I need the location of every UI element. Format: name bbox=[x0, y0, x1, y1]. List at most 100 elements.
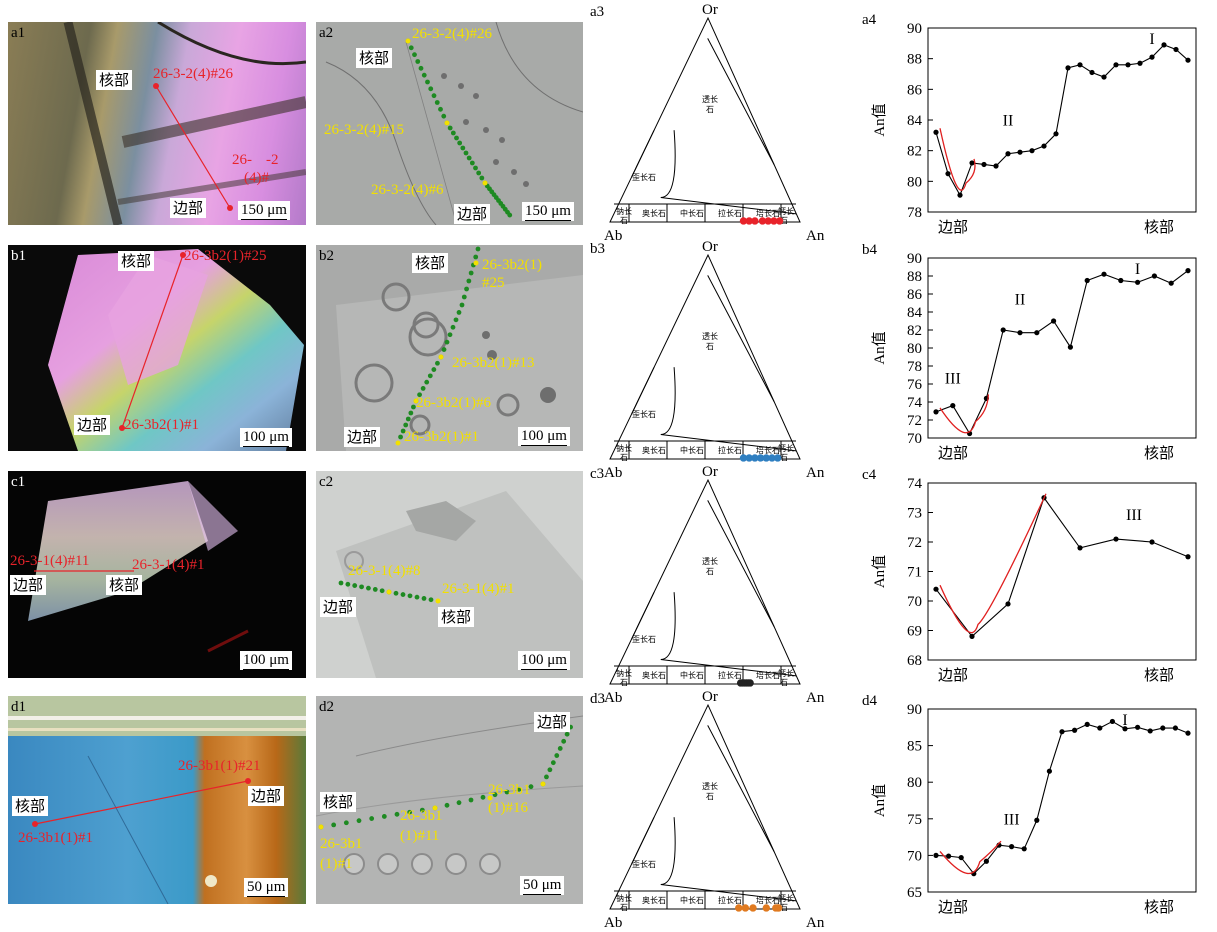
scale-text: 50 μm bbox=[523, 877, 562, 893]
x-start-label: 边部 bbox=[938, 445, 968, 462]
spot-label: 26-3b2(1)#1 bbox=[404, 429, 479, 445]
apex-or-label: Or bbox=[702, 239, 718, 255]
y-tick-label: 82 bbox=[907, 144, 922, 160]
analysis-spot bbox=[466, 155, 472, 161]
apex-ab-label: Ab bbox=[604, 228, 622, 240]
spot-label: 26-3-1(4)#11 bbox=[10, 553, 90, 569]
field-label-oligoclase: 奥长石 bbox=[642, 445, 666, 455]
y-tick-label: 75 bbox=[907, 812, 922, 828]
spot-label: 26-3b1(1)#21 bbox=[178, 758, 261, 774]
data-point bbox=[969, 633, 975, 639]
field-label-andesine: 中长石 bbox=[680, 895, 704, 905]
y-tick-label: 80 bbox=[907, 341, 922, 357]
data-point bbox=[1029, 148, 1035, 154]
field-label-labradorite: 拉长石 bbox=[718, 208, 742, 218]
data-point bbox=[1173, 46, 1179, 53]
x-end-label: 核部 bbox=[1144, 667, 1174, 684]
y-tick-label: 88 bbox=[907, 269, 922, 285]
apex-an-label: An bbox=[806, 915, 825, 927]
zone-annotation: III bbox=[1126, 507, 1142, 524]
analysis-spot bbox=[431, 367, 437, 372]
y-tick-label: 88 bbox=[907, 52, 922, 68]
data-point bbox=[1185, 57, 1191, 63]
y-tick-label: 90 bbox=[907, 251, 922, 267]
analysis-spot bbox=[441, 113, 447, 119]
y-tick-label: 74 bbox=[907, 476, 923, 492]
analysis-spot bbox=[403, 422, 409, 428]
data-point bbox=[1113, 536, 1119, 542]
composition-point bbox=[774, 904, 783, 912]
apex-ab-label: Ab bbox=[604, 465, 622, 477]
field-label-bytownite: 培长石 bbox=[756, 208, 780, 218]
zone-annotation: II bbox=[1003, 113, 1014, 130]
x-end-label: 核部 bbox=[1144, 445, 1174, 462]
data-point bbox=[933, 409, 939, 415]
analysis-spot bbox=[464, 286, 469, 292]
analysis-spot bbox=[427, 373, 433, 379]
field-label-sanidine: 石 bbox=[706, 105, 714, 114]
apex-or-label: Or bbox=[702, 689, 718, 705]
analysis-spot bbox=[419, 807, 425, 813]
data-point bbox=[1149, 539, 1155, 545]
analysis-spot bbox=[444, 802, 450, 808]
photo-c1: c1 26-3-1(4)#11 26-3-1(4)#1 边部 核部 100 μm bbox=[8, 471, 306, 678]
ternary-triangle bbox=[609, 16, 801, 223]
field-boundary bbox=[631, 725, 797, 902]
rim-label: 边部 bbox=[248, 786, 285, 806]
y-tick-label: 73 bbox=[907, 506, 922, 522]
analysis-spot bbox=[415, 59, 421, 64]
spot-label: #25 bbox=[482, 275, 505, 291]
field-label-sanidine: 石 bbox=[706, 342, 714, 351]
composition-point bbox=[741, 904, 750, 912]
data-point bbox=[983, 858, 989, 864]
data-point bbox=[1084, 277, 1090, 284]
plot-frame bbox=[927, 482, 1197, 661]
zone-annotation: III bbox=[945, 371, 961, 388]
analysis-spot bbox=[456, 800, 462, 806]
analysis-spot bbox=[554, 753, 560, 758]
spot-label: 26-3b2(1) bbox=[482, 257, 542, 273]
core-label: 核部 bbox=[438, 607, 475, 627]
rim-label: 边部 bbox=[74, 415, 111, 435]
x-end-label: 核部 bbox=[1144, 219, 1174, 236]
spot-label: 26- bbox=[232, 152, 252, 168]
scale-text: 150 μm bbox=[241, 202, 287, 218]
data-point bbox=[1185, 554, 1191, 560]
rim-label: 边部 bbox=[170, 198, 207, 218]
analysis-spot bbox=[547, 767, 553, 773]
analysis-spot bbox=[405, 416, 411, 422]
y-tick-label: 84 bbox=[907, 113, 923, 129]
analysis-spot bbox=[414, 594, 420, 600]
analysis-spot bbox=[331, 822, 337, 828]
data-point bbox=[996, 842, 1002, 848]
analysis-spot bbox=[528, 784, 534, 790]
zone-annotation: I bbox=[1135, 261, 1140, 278]
bse-d2: d2 边部 核部 26-3b1 (1)#1 26-3b1 (1)#11 26-3… bbox=[316, 696, 583, 904]
y-axis-label: An值 bbox=[871, 784, 888, 817]
core-label: 核部 bbox=[96, 70, 133, 90]
core-label: 核部 bbox=[356, 48, 393, 68]
y-tick-label: 74 bbox=[907, 395, 923, 411]
field-label-anorthoclase: 歪长石 bbox=[632, 172, 656, 182]
an-profile-line bbox=[935, 44, 1189, 197]
panel-label: c1 bbox=[11, 474, 26, 490]
analysis-spot bbox=[475, 246, 481, 252]
scale-bar: 100 μm bbox=[240, 428, 292, 447]
field-label-sanidine: 石 bbox=[706, 567, 714, 576]
data-point bbox=[1046, 768, 1052, 774]
panel-label: a1 bbox=[11, 25, 26, 41]
analysis-spot bbox=[468, 270, 474, 276]
analysis-spot bbox=[369, 816, 375, 821]
analysis-spot bbox=[469, 160, 475, 166]
bse-c2: c2 26-3-1(4)#8 26-3-1(4)#1 边部 核部 100 μm bbox=[316, 471, 583, 678]
analysis-spot bbox=[356, 818, 362, 824]
field-label-sanidine: 透长 bbox=[702, 331, 718, 341]
field-label-andesine: 中长石 bbox=[680, 445, 704, 455]
scale-text: 50 μm bbox=[247, 879, 286, 895]
data-point bbox=[1137, 60, 1143, 66]
y-tick-label: 80 bbox=[907, 174, 922, 190]
analysis-spot bbox=[544, 774, 549, 780]
y-tick-label: 82 bbox=[907, 323, 922, 339]
data-point bbox=[1005, 601, 1011, 607]
